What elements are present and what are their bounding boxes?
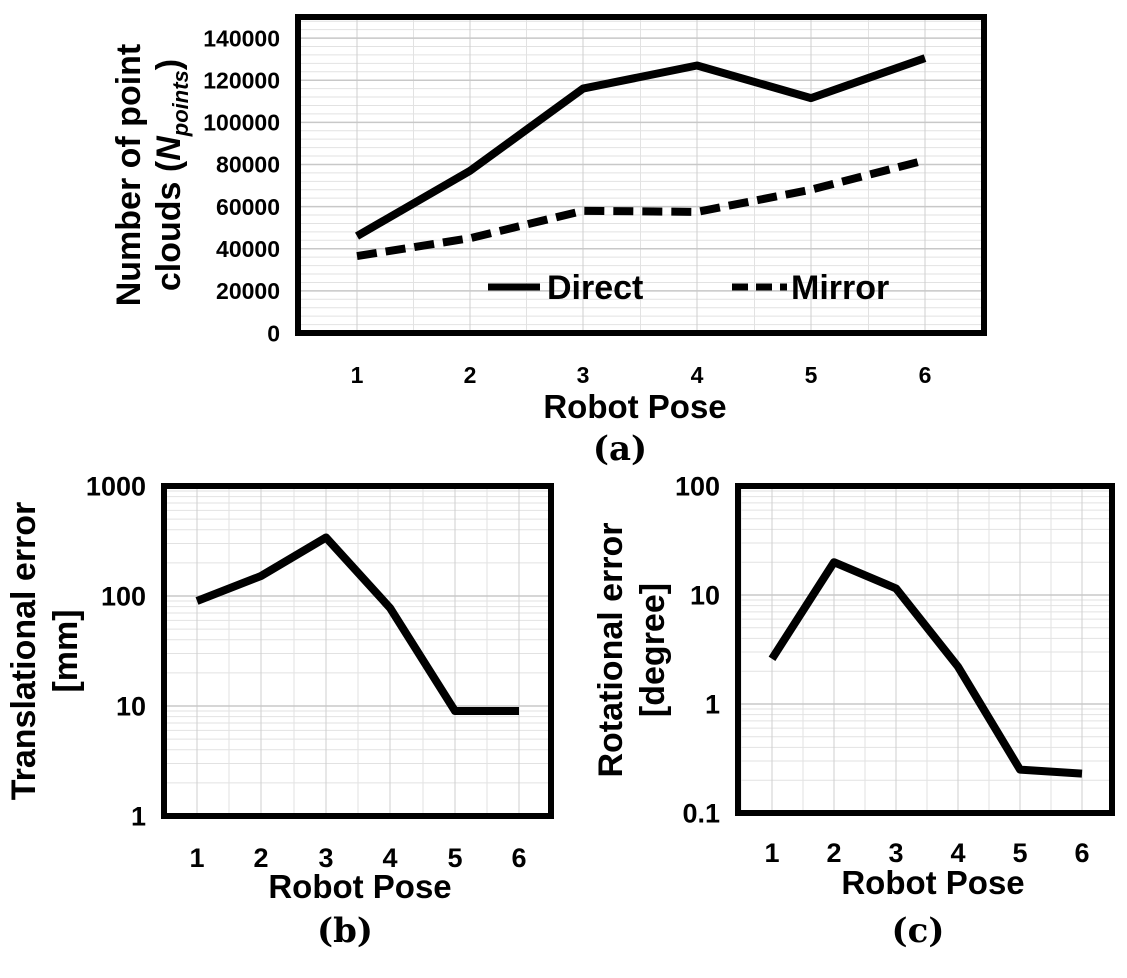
series-line-direct — [354, 54, 927, 240]
y-axis-label-b-line1: Translational error — [5, 502, 43, 801]
grid-a — [298, 17, 984, 334]
y-tick-label: 0 — [267, 320, 280, 346]
x-tick-labels-b: 1 2 3 4 5 6 — [189, 843, 526, 873]
legend-a: Direct Mirror — [488, 269, 889, 307]
x-tick-label: 3 — [577, 362, 590, 388]
panel-c: 0.1 1 10 100 1 2 3 4 5 6 Rotational error [degre… — [592, 472, 1115, 951]
x-tick-labels-a: 1 2 3 4 5 6 — [351, 362, 932, 388]
grid-b — [164, 485, 551, 817]
x-tick-label: 3 — [888, 838, 903, 868]
x-tick-label: 6 — [919, 362, 932, 388]
caption-a: (a) — [593, 429, 647, 469]
x-tick-label: 3 — [318, 843, 333, 873]
plot-frame-a — [295, 14, 987, 336]
x-tick-label: 5 — [805, 362, 818, 388]
y-axis-label-b-line2: [mm] — [47, 609, 85, 692]
y-tick-label: 20000 — [216, 278, 280, 304]
series-line-1 — [195, 533, 519, 715]
y-axis-label-c: Rotational error [degree] — [592, 522, 672, 777]
y-tick-label: 1 — [705, 690, 720, 720]
panel-b: 1 10 100 1000 1 2 3 4 5 6 Translational error [m… — [5, 472, 554, 951]
x-tick-label: 2 — [253, 843, 268, 873]
x-tick-label: 4 — [382, 843, 397, 873]
x-axis-label-a: Robot Pose — [543, 388, 726, 425]
x-tick-label: 6 — [1074, 838, 1089, 868]
y-tick-labels-b: 1 10 100 1000 — [86, 472, 146, 832]
y-tick-label: 100 — [101, 582, 146, 612]
x-axis-label-c: Robot Pose — [841, 864, 1024, 901]
y-tick-label: 140000 — [203, 25, 280, 51]
legend-label-direct: Direct — [547, 269, 643, 307]
y-axis-label-c-line2: [degree] — [634, 583, 672, 717]
series-line-1 — [768, 558, 1083, 778]
x-tick-label: 4 — [691, 362, 704, 388]
x-tick-label: 5 — [447, 843, 462, 873]
x-tick-label: 5 — [1012, 838, 1027, 868]
plot-frame-c — [735, 483, 1115, 816]
panel-a: 020000400006000080000100000120000140000 … — [110, 14, 987, 469]
series-layer-b — [195, 533, 519, 715]
y-tick-label: 100000 — [203, 110, 280, 136]
x-tick-label: 6 — [511, 843, 526, 873]
x-tick-labels-c: 1 2 3 4 5 6 — [764, 838, 1089, 868]
y-axis-label-a-line2: clouds (Npoints) — [150, 59, 193, 291]
x-tick-label: 4 — [950, 838, 965, 868]
plot-frame-b — [161, 483, 554, 819]
y-tick-labels-a: 0 20000 40000 60000 80000 100000 120000 140000 — [203, 25, 280, 346]
series-layer-c — [768, 558, 1083, 778]
x-tick-label: 2 — [464, 362, 477, 388]
y-tick-labels-c: 0.1 1 10 100 — [675, 472, 720, 829]
y-tick-label: 120000 — [203, 67, 280, 93]
legend-label-mirror: Mirror — [791, 269, 889, 307]
y-tick-label: 80000 — [216, 152, 280, 178]
y-axis-label-a-line1: Number of point — [110, 44, 148, 307]
y-tick-label: 0.1 — [682, 799, 720, 829]
series-line-mirror — [356, 156, 926, 261]
y-tick-label: 10 — [690, 581, 720, 611]
y-axis-label-b: Translational error [mm] — [5, 502, 85, 801]
x-tick-label: 1 — [764, 838, 779, 868]
y-axis-label-a: Number of point clouds (Npoints) — [110, 44, 193, 307]
y-tick-label: 1000 — [86, 472, 146, 502]
y-tick-label: 10 — [116, 692, 146, 722]
y-tick-label: 100 — [675, 472, 720, 502]
caption-b: (b) — [317, 911, 373, 951]
grid-c — [738, 485, 1112, 814]
y-axis-label-c-line1: Rotational error — [592, 522, 630, 777]
x-axis-label-b: Robot Pose — [268, 868, 451, 905]
x-tick-label: 2 — [826, 838, 841, 868]
caption-c: (c) — [892, 911, 945, 951]
x-tick-label: 1 — [351, 362, 364, 388]
y-tick-label: 1 — [131, 802, 146, 832]
y-tick-label: 40000 — [216, 236, 280, 262]
series-layer-a — [354, 54, 927, 261]
x-tick-label: 1 — [189, 843, 204, 873]
y-tick-label: 60000 — [216, 194, 280, 220]
